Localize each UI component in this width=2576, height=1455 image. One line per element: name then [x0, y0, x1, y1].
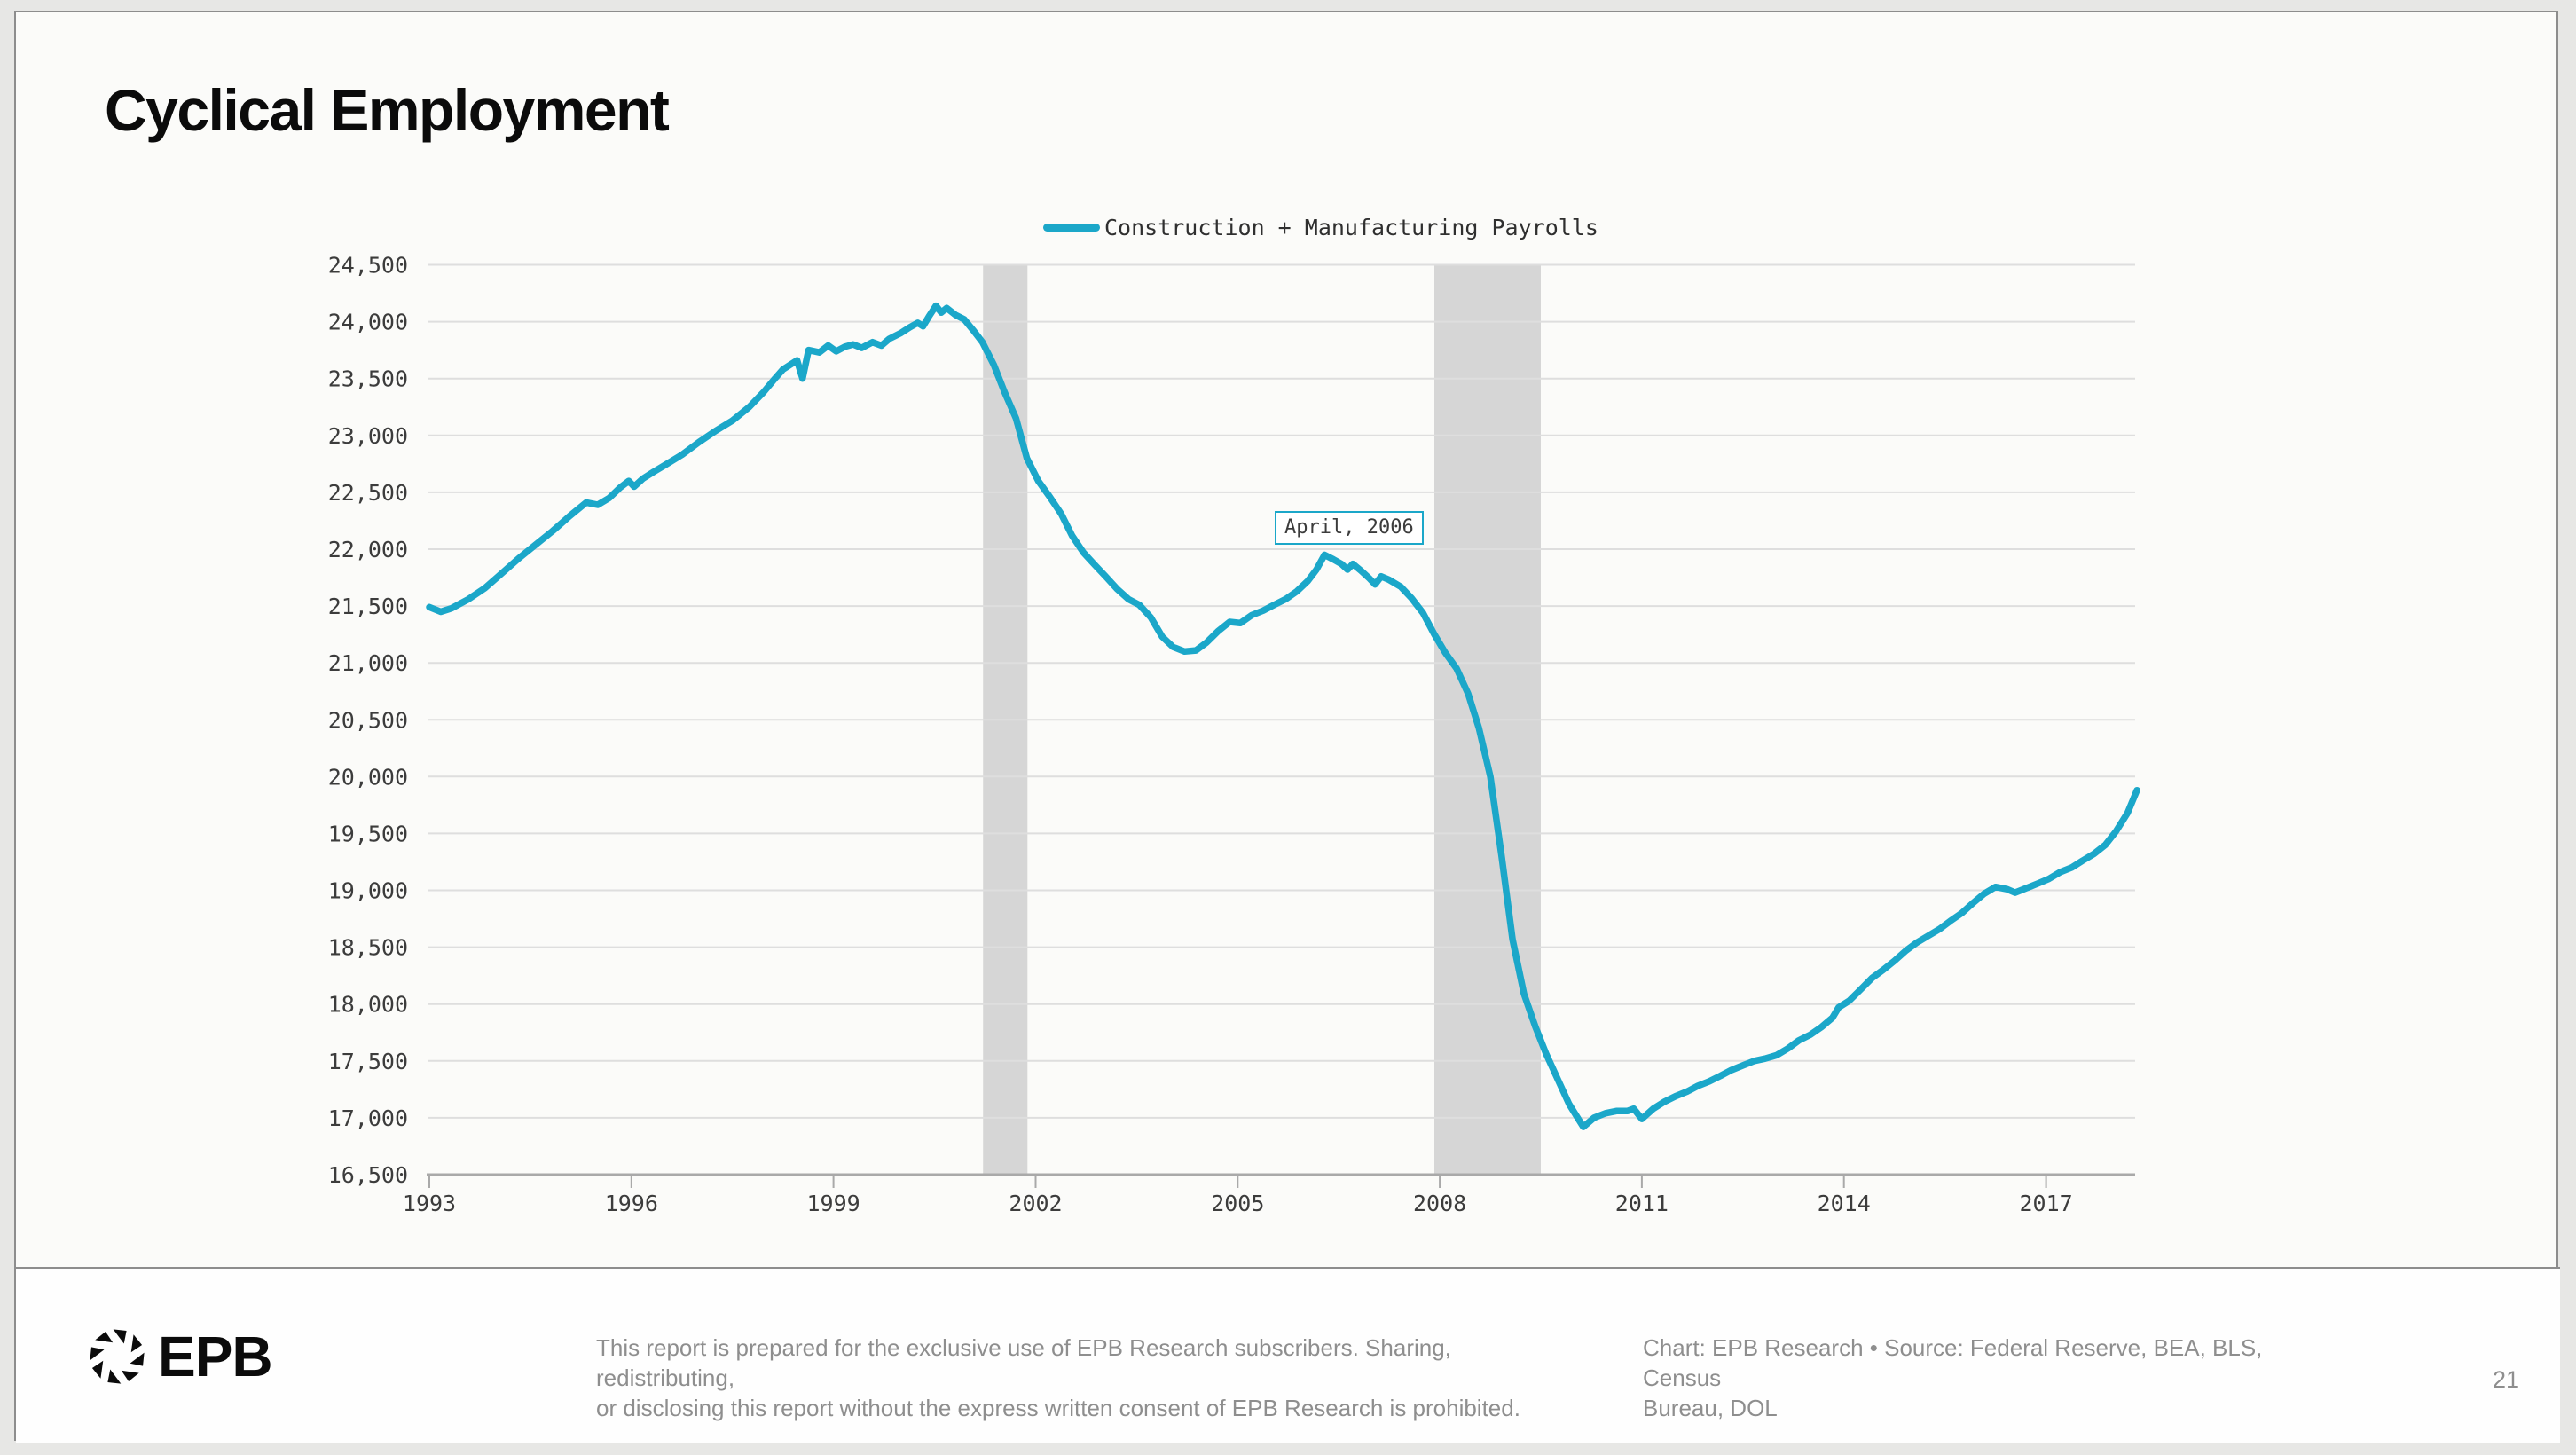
y-axis-label: 20,000	[328, 764, 408, 790]
aperture-icon	[90, 1329, 145, 1384]
payrolls-line	[426, 302, 2140, 1130]
y-axis-label: 22,500	[328, 480, 408, 506]
y-axis-label: 18,500	[328, 935, 408, 961]
y-axis-label: 18,000	[328, 992, 408, 1018]
epb-logo: EPB	[87, 1324, 273, 1389]
y-axis-label: 19,500	[328, 821, 408, 846]
epb-logo-text: EPB	[158, 1325, 273, 1388]
y-axis-label: 17,000	[328, 1105, 408, 1131]
chart-legend: Construction + Manufacturing Payrolls	[1043, 211, 1598, 243]
payrolls-line-chart: 24,500 24,000 23,500 23,000 22,500 22,000 21,5…	[328, 253, 2140, 1216]
annotation-april-2006: April, 2006	[1275, 511, 1424, 545]
disclaimer-line-1: This report is prepared for the exclusiv…	[596, 1334, 1451, 1391]
legend-label: Construction + Manufacturing Payrolls	[1104, 214, 1598, 240]
y-axis-label: 23,000	[328, 423, 408, 449]
page-title: Cyclical Employment	[105, 77, 670, 143]
x-axis-label: 1993	[403, 1191, 456, 1216]
x-axis-label: 2017	[2019, 1191, 2072, 1216]
y-axis-label: 23,500	[328, 366, 408, 392]
y-axis-label: 22,000	[328, 537, 408, 562]
source-line-1: Chart: EPB Research • Source: Federal Re…	[1643, 1334, 2263, 1391]
x-axis-label: 2014	[1818, 1191, 1871, 1216]
y-axis-label: 24,500	[328, 253, 408, 279]
x-axis-label: 2011	[1615, 1191, 1669, 1216]
y-axis-label: 16,500	[328, 1162, 408, 1188]
x-axis-label: 1999	[806, 1191, 860, 1216]
y-axis-label: 20,500	[328, 707, 408, 733]
y-axis-label: 19,000	[328, 878, 408, 904]
legend-line-swatch	[1043, 223, 1100, 232]
source-text: Chart: EPB Research • Source: Federal Re…	[1643, 1333, 2326, 1423]
y-axis-label: 21,000	[328, 650, 408, 676]
x-axis-label: 2008	[1413, 1191, 1466, 1216]
footer	[16, 1267, 2560, 1443]
report-card	[14, 11, 2558, 1441]
disclaimer-line-2: or disclosing this report without the ex…	[596, 1395, 1520, 1421]
x-axis-label: 1996	[605, 1191, 658, 1216]
y-axis-label: 21,500	[328, 594, 408, 619]
y-axis-label: 24,000	[328, 310, 408, 335]
source-line-2: Bureau, DOL	[1643, 1395, 1778, 1421]
page-number: 21	[2492, 1366, 2519, 1393]
x-axis-label: 2005	[1211, 1191, 1264, 1216]
x-axis-label: 2002	[1009, 1191, 1062, 1216]
y-axis-label: 17,500	[328, 1049, 408, 1074]
disclaimer-text: This report is prepared for the exclusiv…	[596, 1333, 1572, 1423]
